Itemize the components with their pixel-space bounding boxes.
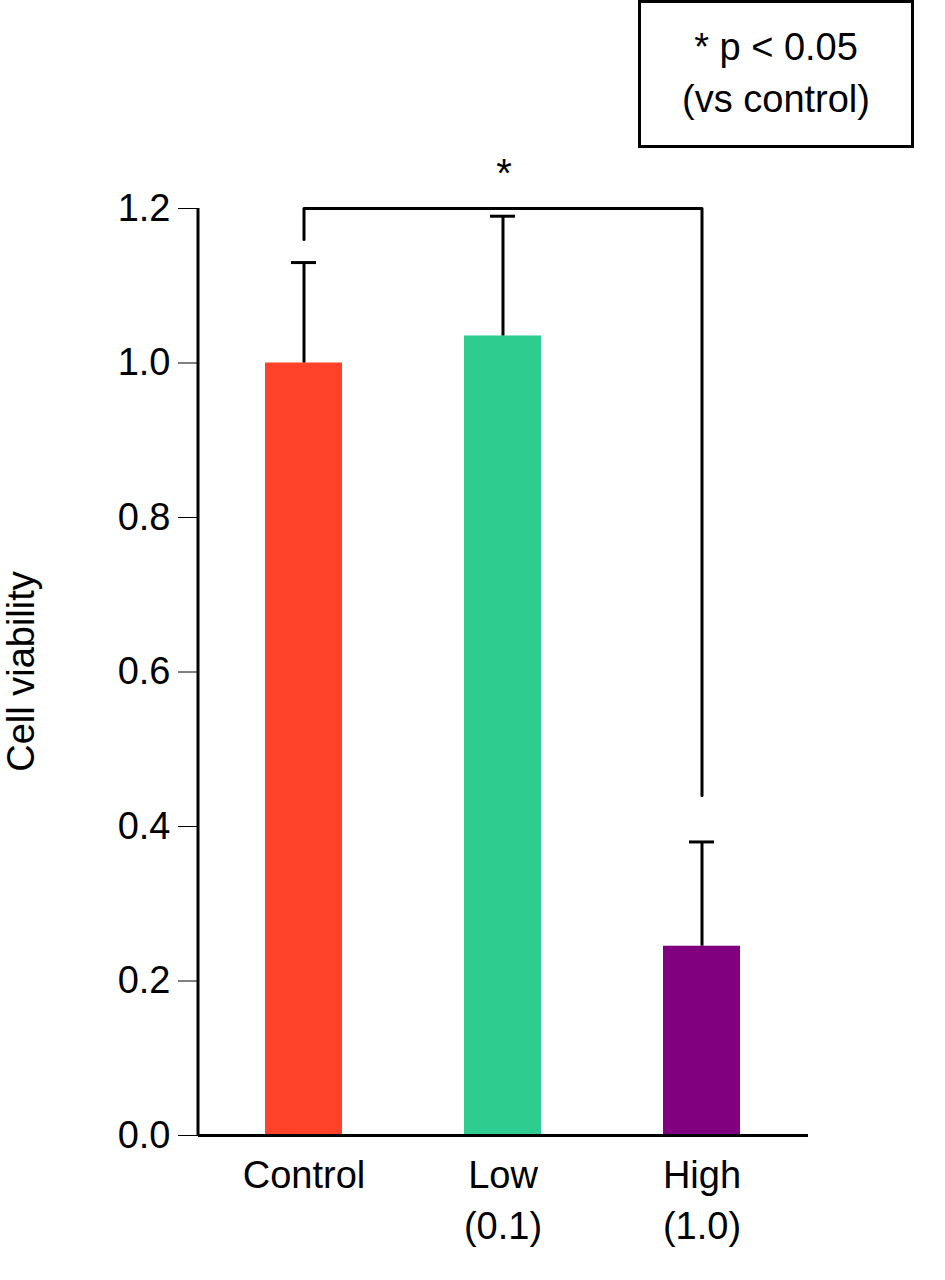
svg-text:Low(0.1): Low(0.1) (464, 1154, 542, 1247)
svg-text:*: * (496, 151, 512, 195)
svg-text:0.6: 0.6 (118, 650, 171, 692)
svg-text:0.4: 0.4 (118, 805, 171, 847)
svg-text:1.0: 1.0 (118, 341, 171, 383)
html-text:* p < 0.05 (vs control): * p < 0.05 (vs control) (682, 26, 870, 120)
svg-text:0.8: 0.8 (118, 496, 171, 538)
svg-text:Control: Control (243, 1154, 366, 1196)
svg-text:High(1.0): High(1.0) (663, 1154, 741, 1247)
svg-text:Cell viability: Cell viability (0, 571, 42, 772)
svg-text:0.0: 0.0 (118, 1114, 171, 1156)
svg-text:0.2: 0.2 (118, 959, 171, 1001)
svg-text:1.2: 1.2 (118, 187, 171, 229)
